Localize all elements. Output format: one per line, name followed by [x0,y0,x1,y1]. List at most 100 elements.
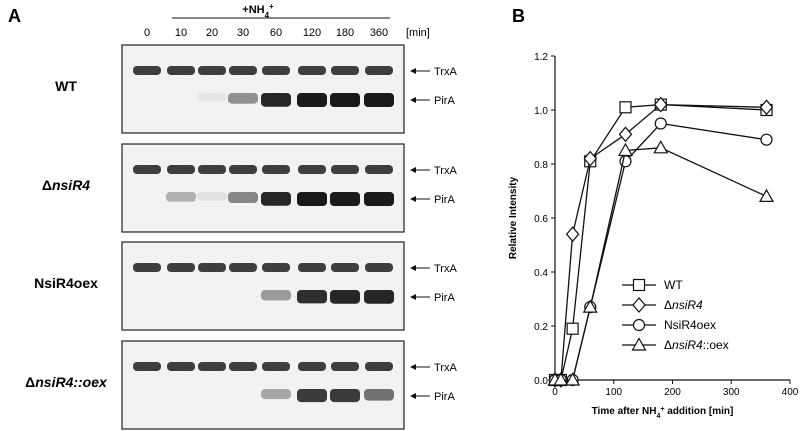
pira-band [228,192,258,203]
lane-labels: 0 10 20 30 60 120 180 360 [144,27,388,39]
legend-marker [632,318,646,332]
trxa-band [198,66,226,75]
trxa-band [229,362,257,371]
lane-label: 30 [237,27,249,39]
trxa-band [298,263,326,272]
pira-band [297,192,327,206]
western-blots: WT TrxA PirA ΔnsiR4 TrxA PirA NsiR4oex TrxA PirA… [25,44,457,430]
trxa-band [167,66,195,75]
pira-band [330,93,360,107]
treatment-label-sub: 4 [265,11,270,20]
data-point [617,142,634,157]
trxa-band [365,66,393,75]
band-arrowhead [410,167,416,173]
pira-band [197,93,227,102]
trxa-band [198,165,226,174]
pira-band [261,93,291,107]
lane-label: 120 [303,27,321,39]
y-tick-label: 1.2 [534,52,548,63]
trxa-band [133,263,161,272]
pira-band [330,290,360,304]
trxa-band [167,263,195,272]
data-point [654,117,667,130]
trxa-band [331,165,359,174]
trxa-band [198,263,226,272]
trxa-band [365,165,393,174]
pira-band [261,389,291,400]
blot-frame [121,143,405,233]
unit-label: [min] [406,27,430,39]
trxa-band [331,66,359,75]
y-tick-label: 0.0 [534,376,548,387]
band-arrowhead [410,196,416,202]
lane-label: 10 [175,27,187,39]
trxa-band [167,165,195,174]
band-label: PirA [434,391,455,403]
lane-label: 60 [270,27,282,39]
trxa-band [262,66,290,75]
treatment-label-sup: + [269,2,274,11]
trxa-band [298,362,326,371]
relative-intensity-chart: 0.0 0.2 0.4 0.6 0.8 1.0 1.2 0 100 200 300 400 Time a… [508,52,799,420]
band-arrowhead [410,364,416,370]
band-arrowhead [410,265,416,271]
data-point [553,372,569,386]
series-triangle [547,140,775,386]
treatment-label-main: +NH [242,4,264,16]
band-arrowhead [410,97,416,103]
data-point [653,140,669,154]
band-arrowhead [410,393,416,399]
x-tick-label: 200 [664,387,681,398]
x-axis-title: Time after NH4+ addition [min] [592,406,734,420]
legend-label: ΔnsiR4 [664,298,703,312]
trxa-band [262,263,290,272]
blot-frame [121,340,405,430]
treatment-label: +NH4+ [242,2,274,20]
pira-band [364,389,394,401]
y-tick-label: 1.0 [534,106,548,117]
pira-band [261,290,291,301]
trxa-band [298,165,326,174]
data-point [583,150,598,167]
series-line [555,147,767,381]
legend-marker [632,297,646,313]
x-tick-label: 300 [723,387,740,398]
pira-band [166,192,196,202]
blot-label: NsiR4oex [34,275,98,291]
band-label: TrxA [434,362,457,374]
blot-frame [121,44,405,134]
band-label: TrxA [434,263,457,275]
series-circle [548,117,773,387]
blot-3: NsiR4oex TrxA PirA [34,241,457,331]
data-point [653,96,668,113]
legend-label: ΔnsiR4::oex [664,338,729,352]
band-arrowhead [410,294,416,300]
trxa-band [262,165,290,174]
data-point [566,322,579,335]
data-point [565,372,581,386]
trxa-band [262,362,290,371]
trxa-band [331,362,359,371]
pira-band [330,192,360,206]
panel-b-letter: B [512,6,525,26]
trxa-band [229,66,257,75]
trxa-band [229,263,257,272]
blot-label: ΔnsiR4::oex [25,374,108,390]
band-label: TrxA [434,165,457,177]
pira-band [297,389,327,403]
trxa-band [133,165,161,174]
trxa-band [365,362,393,371]
data-point [619,101,632,114]
band-label: TrxA [434,66,457,78]
pira-band [228,93,258,104]
lane-label: 180 [336,27,354,39]
legend-marker [631,337,647,351]
trxa-band [229,165,257,174]
band-label: PirA [434,194,455,206]
data-point [618,126,633,143]
trxa-band [167,362,195,371]
x-tick-label: 0 [552,387,558,398]
